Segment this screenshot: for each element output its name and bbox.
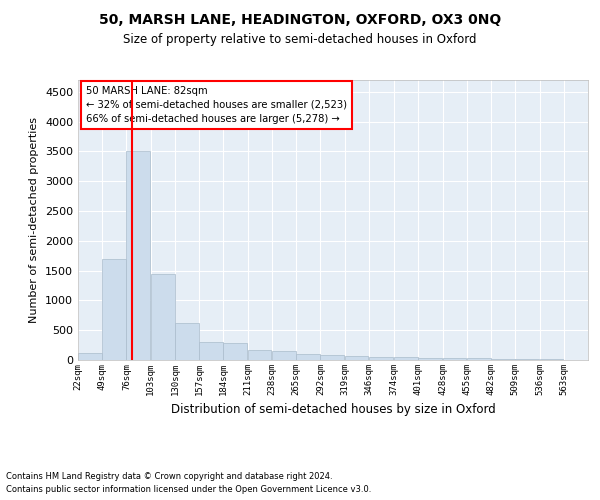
Bar xyxy=(539,359,563,360)
Y-axis label: Number of semi-detached properties: Number of semi-detached properties xyxy=(29,117,40,323)
Bar xyxy=(102,258,126,360)
Bar xyxy=(467,358,491,360)
Bar xyxy=(272,351,296,360)
Text: Contains public sector information licensed under the Open Government Licence v3: Contains public sector information licen… xyxy=(6,485,371,494)
Bar xyxy=(320,354,344,360)
Text: Contains HM Land Registry data © Crown copyright and database right 2024.: Contains HM Land Registry data © Crown c… xyxy=(6,472,332,481)
Bar xyxy=(78,353,102,360)
X-axis label: Distribution of semi-detached houses by size in Oxford: Distribution of semi-detached houses by … xyxy=(170,404,496,416)
Bar xyxy=(223,342,247,360)
Bar xyxy=(418,358,442,360)
Bar xyxy=(127,152,150,360)
Bar xyxy=(248,350,271,360)
Bar xyxy=(344,356,368,360)
Bar xyxy=(515,358,539,360)
Bar xyxy=(151,274,175,360)
Text: 50 MARSH LANE: 82sqm
← 32% of semi-detached houses are smaller (2,523)
66% of se: 50 MARSH LANE: 82sqm ← 32% of semi-detac… xyxy=(86,86,347,124)
Text: 50, MARSH LANE, HEADINGTON, OXFORD, OX3 0NQ: 50, MARSH LANE, HEADINGTON, OXFORD, OX3 … xyxy=(99,12,501,26)
Bar xyxy=(175,323,199,360)
Bar xyxy=(199,342,223,360)
Bar xyxy=(394,357,418,360)
Bar xyxy=(491,358,515,360)
Text: Size of property relative to semi-detached houses in Oxford: Size of property relative to semi-detach… xyxy=(123,32,477,46)
Bar xyxy=(296,354,320,360)
Bar xyxy=(369,357,393,360)
Bar xyxy=(443,358,466,360)
